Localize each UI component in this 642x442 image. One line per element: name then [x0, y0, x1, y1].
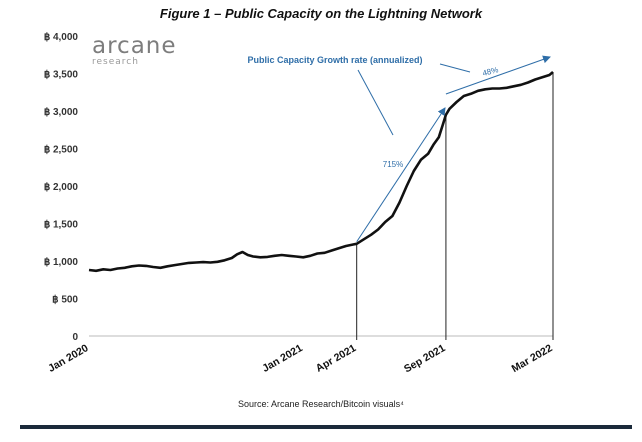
- y-tick-label: ฿ 3,000: [44, 107, 79, 118]
- event-lines: [356, 72, 554, 340]
- x-axis: Jan 2020 Jan 2021 Apr 2021 Sep 2021 Mar 2022: [46, 335, 555, 375]
- y-tick-label: 0: [72, 332, 78, 343]
- bottom-divider: [20, 425, 632, 429]
- capacity-line: [88, 71, 554, 273]
- logo-subtitle: research: [92, 57, 139, 67]
- x-tick-label: Sep 2021: [402, 342, 448, 375]
- y-axis: 0 ฿ 500 ฿ 1,000 ฿ 1,500 ฿ 2,000 ฿ 2,500 ฿ 3,00…: [44, 32, 79, 343]
- growth-rate-value: 48%: [482, 65, 500, 78]
- growth-rate-label: Public Capacity Growth rate (annualized): [247, 55, 422, 65]
- y-tick-label: ฿ 3,500: [44, 70, 79, 81]
- logo-wordmark: arcane: [92, 33, 177, 59]
- growth-rate-value: 715%: [383, 160, 403, 169]
- x-tick-label: Jan 2020: [46, 342, 91, 375]
- label-pointer: [439, 63, 471, 73]
- label-pointer: [357, 69, 394, 136]
- growth-annotations: Public Capacity Growth rate (annualized)…: [247, 55, 551, 243]
- y-tick-label: ฿ 1,500: [44, 220, 79, 231]
- growth-arrow: [445, 55, 551, 95]
- x-tick-label: Apr 2021: [314, 342, 359, 375]
- series-layer: [88, 71, 554, 273]
- arcane-logo: arcane research: [92, 34, 177, 67]
- y-tick-label: ฿ 2,000: [44, 182, 79, 193]
- chart-title: Figure 1 – Public Capacity on the Lightn…: [159, 6, 483, 21]
- y-tick-label: ฿ 500: [52, 295, 78, 306]
- x-tick-label: Mar 2022: [510, 342, 555, 375]
- y-tick-label: ฿ 2,500: [44, 145, 79, 156]
- x-tick-label: Jan 2021: [260, 342, 305, 375]
- growth-arrow: [356, 107, 446, 243]
- source-note: Source: Arcane Research/Bitcoin visuals⁴: [238, 399, 404, 409]
- y-tick-label: ฿ 4,000: [44, 32, 79, 43]
- y-tick-label: ฿ 1,000: [44, 257, 79, 268]
